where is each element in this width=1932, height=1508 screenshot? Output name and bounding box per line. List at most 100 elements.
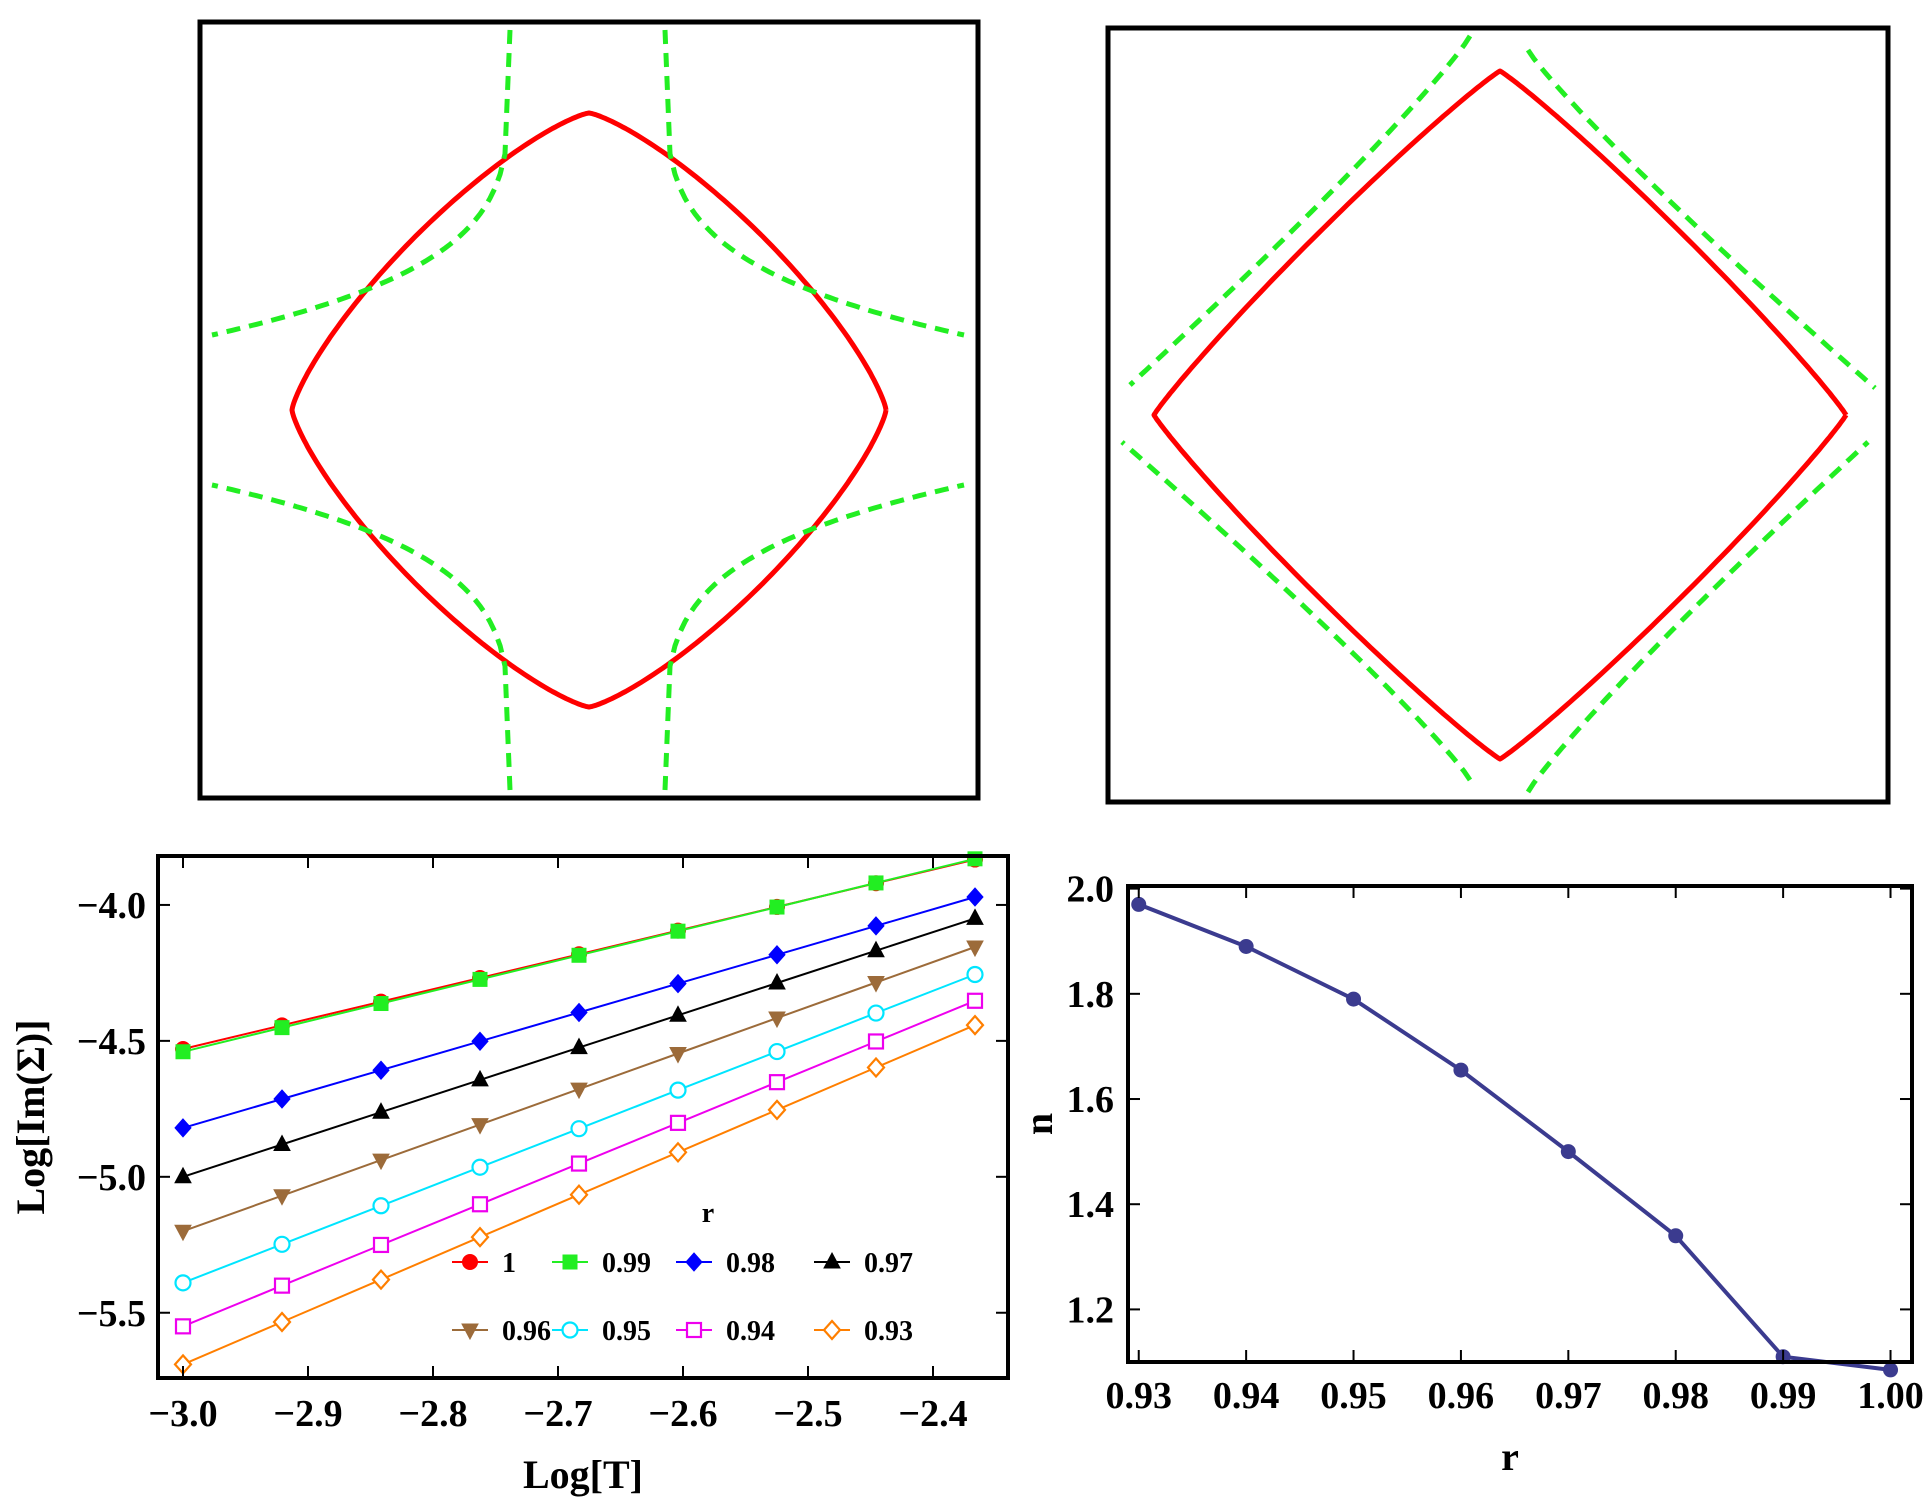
series-line-n xyxy=(1137,902,1891,1372)
data-point-0.99-0 xyxy=(175,1044,191,1060)
y-tick-label: 1.6 xyxy=(1067,1079,1115,1121)
dashed-contour-arc-4 xyxy=(662,482,965,791)
data-point-0.99-4 xyxy=(571,947,587,963)
data-point-0.98-0 xyxy=(174,1118,192,1138)
y-tick-label: −4.5 xyxy=(77,1021,146,1063)
data-point-0.97-3 xyxy=(471,1069,489,1087)
data-point-0.95-7 xyxy=(867,1004,885,1022)
data-point-0.94-8 xyxy=(966,992,984,1009)
x-tick-label: 0.98 xyxy=(1642,1375,1709,1417)
data-point-0.99-3 xyxy=(472,971,488,987)
data-point-0.97-5 xyxy=(669,1005,687,1022)
dashed-contour-arc-1 xyxy=(1128,34,1473,387)
legend-label-0.99: 0.99 xyxy=(602,1248,651,1279)
legend-label-0.98: 0.98 xyxy=(726,1248,775,1279)
x-axis-label-r: r xyxy=(1501,1434,1519,1479)
data-point-n-7 xyxy=(1883,1362,1899,1378)
data-point-0.97-7 xyxy=(867,940,885,958)
x-tick-label: 0.94 xyxy=(1213,1375,1280,1417)
x-tick-label: 0.95 xyxy=(1320,1375,1387,1417)
data-point-0.94-6 xyxy=(768,1074,786,1091)
data-point-0.93-5 xyxy=(668,1141,688,1163)
panel-bottom-left: −3.0 −2.9 −2.8 −2.7 −2.6 −2.5 −2.4 −5.5 −5.0 −4.5… xyxy=(8,851,1010,1497)
panel-bottom-left-frame xyxy=(156,854,1010,1380)
y-axis-label: Log[Im(Σ)] xyxy=(8,1020,53,1215)
data-point-0.94-0 xyxy=(174,1318,192,1335)
data-point-0.94-5 xyxy=(669,1114,687,1131)
y-axis-label-n: n xyxy=(1016,1113,1061,1135)
data-point-0.95-6 xyxy=(768,1042,786,1061)
legend-label-1: 1 xyxy=(502,1248,516,1279)
data-point-0.95-4 xyxy=(570,1120,588,1138)
y-tick-label: −5.5 xyxy=(77,1293,146,1335)
data-point-0.95-5 xyxy=(669,1081,687,1099)
legend-swatch-marker-1 xyxy=(462,1254,478,1270)
data-point-0.99-6 xyxy=(769,899,785,915)
data-point-0.98-5 xyxy=(669,973,687,994)
legend-swatch-marker-0.93 xyxy=(822,1319,842,1341)
legend-label-0.93: 0.93 xyxy=(864,1316,913,1347)
legend-label-0.95: 0.95 xyxy=(602,1316,651,1347)
legend-title: r xyxy=(702,1198,714,1229)
data-point-n-4 xyxy=(1560,1144,1576,1160)
x-axis-label: Log[T] xyxy=(523,1452,643,1497)
data-point-0.99-8 xyxy=(967,851,983,867)
panel-bottom-right: 0.93 0.94 0.95 0.96 0.97 0.98 0.99 1.00 1.2 1.4 1.… xyxy=(1016,869,1924,1479)
data-point-0.99-2 xyxy=(373,996,389,1012)
data-point-0.94-1 xyxy=(273,1277,291,1294)
legend-swatch-marker-0.95 xyxy=(561,1321,579,1339)
data-point-0.94-2 xyxy=(372,1236,390,1254)
solid-contour xyxy=(289,110,889,710)
x-tick-label: −2.9 xyxy=(273,1393,342,1435)
data-point-n-5 xyxy=(1668,1228,1684,1244)
data-point-0.99-7 xyxy=(868,875,884,891)
data-point-0.95-8 xyxy=(966,965,984,984)
data-point-0.93-4 xyxy=(569,1184,589,1206)
data-point-0.97-0 xyxy=(174,1166,192,1184)
data-point-0.98-2 xyxy=(372,1060,390,1080)
data-point-0.97-1 xyxy=(273,1134,291,1151)
legend-label-0.94: 0.94 xyxy=(726,1316,775,1347)
data-point-n-0 xyxy=(1131,896,1147,912)
data-point-0.94-3 xyxy=(471,1196,489,1213)
data-point-0.96-7 xyxy=(867,976,885,993)
legend-swatch-marker-0.97 xyxy=(823,1251,841,1269)
x-tick-label: 0.97 xyxy=(1535,1375,1602,1417)
panel-top-right-frame xyxy=(1105,25,1891,805)
dashed-contour-arc-3 xyxy=(1120,440,1473,782)
data-point-0.96-0 xyxy=(174,1224,192,1242)
y-tick-label: 1.8 xyxy=(1067,974,1115,1016)
data-point-0.96-4 xyxy=(570,1082,588,1100)
data-point-0.99-1 xyxy=(274,1020,290,1036)
data-point-0.96-5 xyxy=(669,1047,687,1064)
data-point-0.95-0 xyxy=(174,1274,192,1292)
data-point-0.94-4 xyxy=(570,1155,588,1172)
x-tick-label: −2.4 xyxy=(898,1393,967,1435)
data-point-0.93-1 xyxy=(272,1311,292,1333)
y-tick-label: −5.0 xyxy=(77,1157,146,1199)
legend-swatch-marker-0.98 xyxy=(685,1252,703,1272)
dashed-contour-arc-4 xyxy=(1525,440,1870,794)
data-point-0.98-6 xyxy=(768,945,786,965)
data-point-0.96-1 xyxy=(273,1189,291,1206)
data-point-0.97-2 xyxy=(372,1102,390,1119)
legend: r 1 0.99 0.98 0.97 0.96 0.95 0.94 0.93 xyxy=(452,1198,913,1347)
x-tick-label: 0.96 xyxy=(1428,1375,1495,1417)
data-point-0.96-2 xyxy=(372,1153,390,1171)
y-tick-label: 1.2 xyxy=(1067,1289,1115,1331)
data-point-0.95-2 xyxy=(372,1197,390,1215)
data-point-0.98-8 xyxy=(966,887,984,907)
x-tick-label: −2.5 xyxy=(773,1393,842,1435)
data-point-0.95-1 xyxy=(273,1235,291,1253)
data-point-n-3 xyxy=(1453,1062,1469,1078)
legend-label-0.97: 0.97 xyxy=(864,1248,913,1279)
data-point-0.93-6 xyxy=(767,1099,787,1121)
data-point-0.93-8 xyxy=(965,1014,985,1036)
panel-top-right xyxy=(1105,25,1891,805)
data-point-0.93-7 xyxy=(866,1056,886,1079)
data-point-n-1 xyxy=(1238,938,1254,954)
data-point-0.93-2 xyxy=(371,1268,391,1291)
data-point-0.97-4 xyxy=(570,1037,588,1055)
y-tick-label: 2.0 xyxy=(1067,869,1115,911)
data-point-0.98-4 xyxy=(570,1002,588,1023)
